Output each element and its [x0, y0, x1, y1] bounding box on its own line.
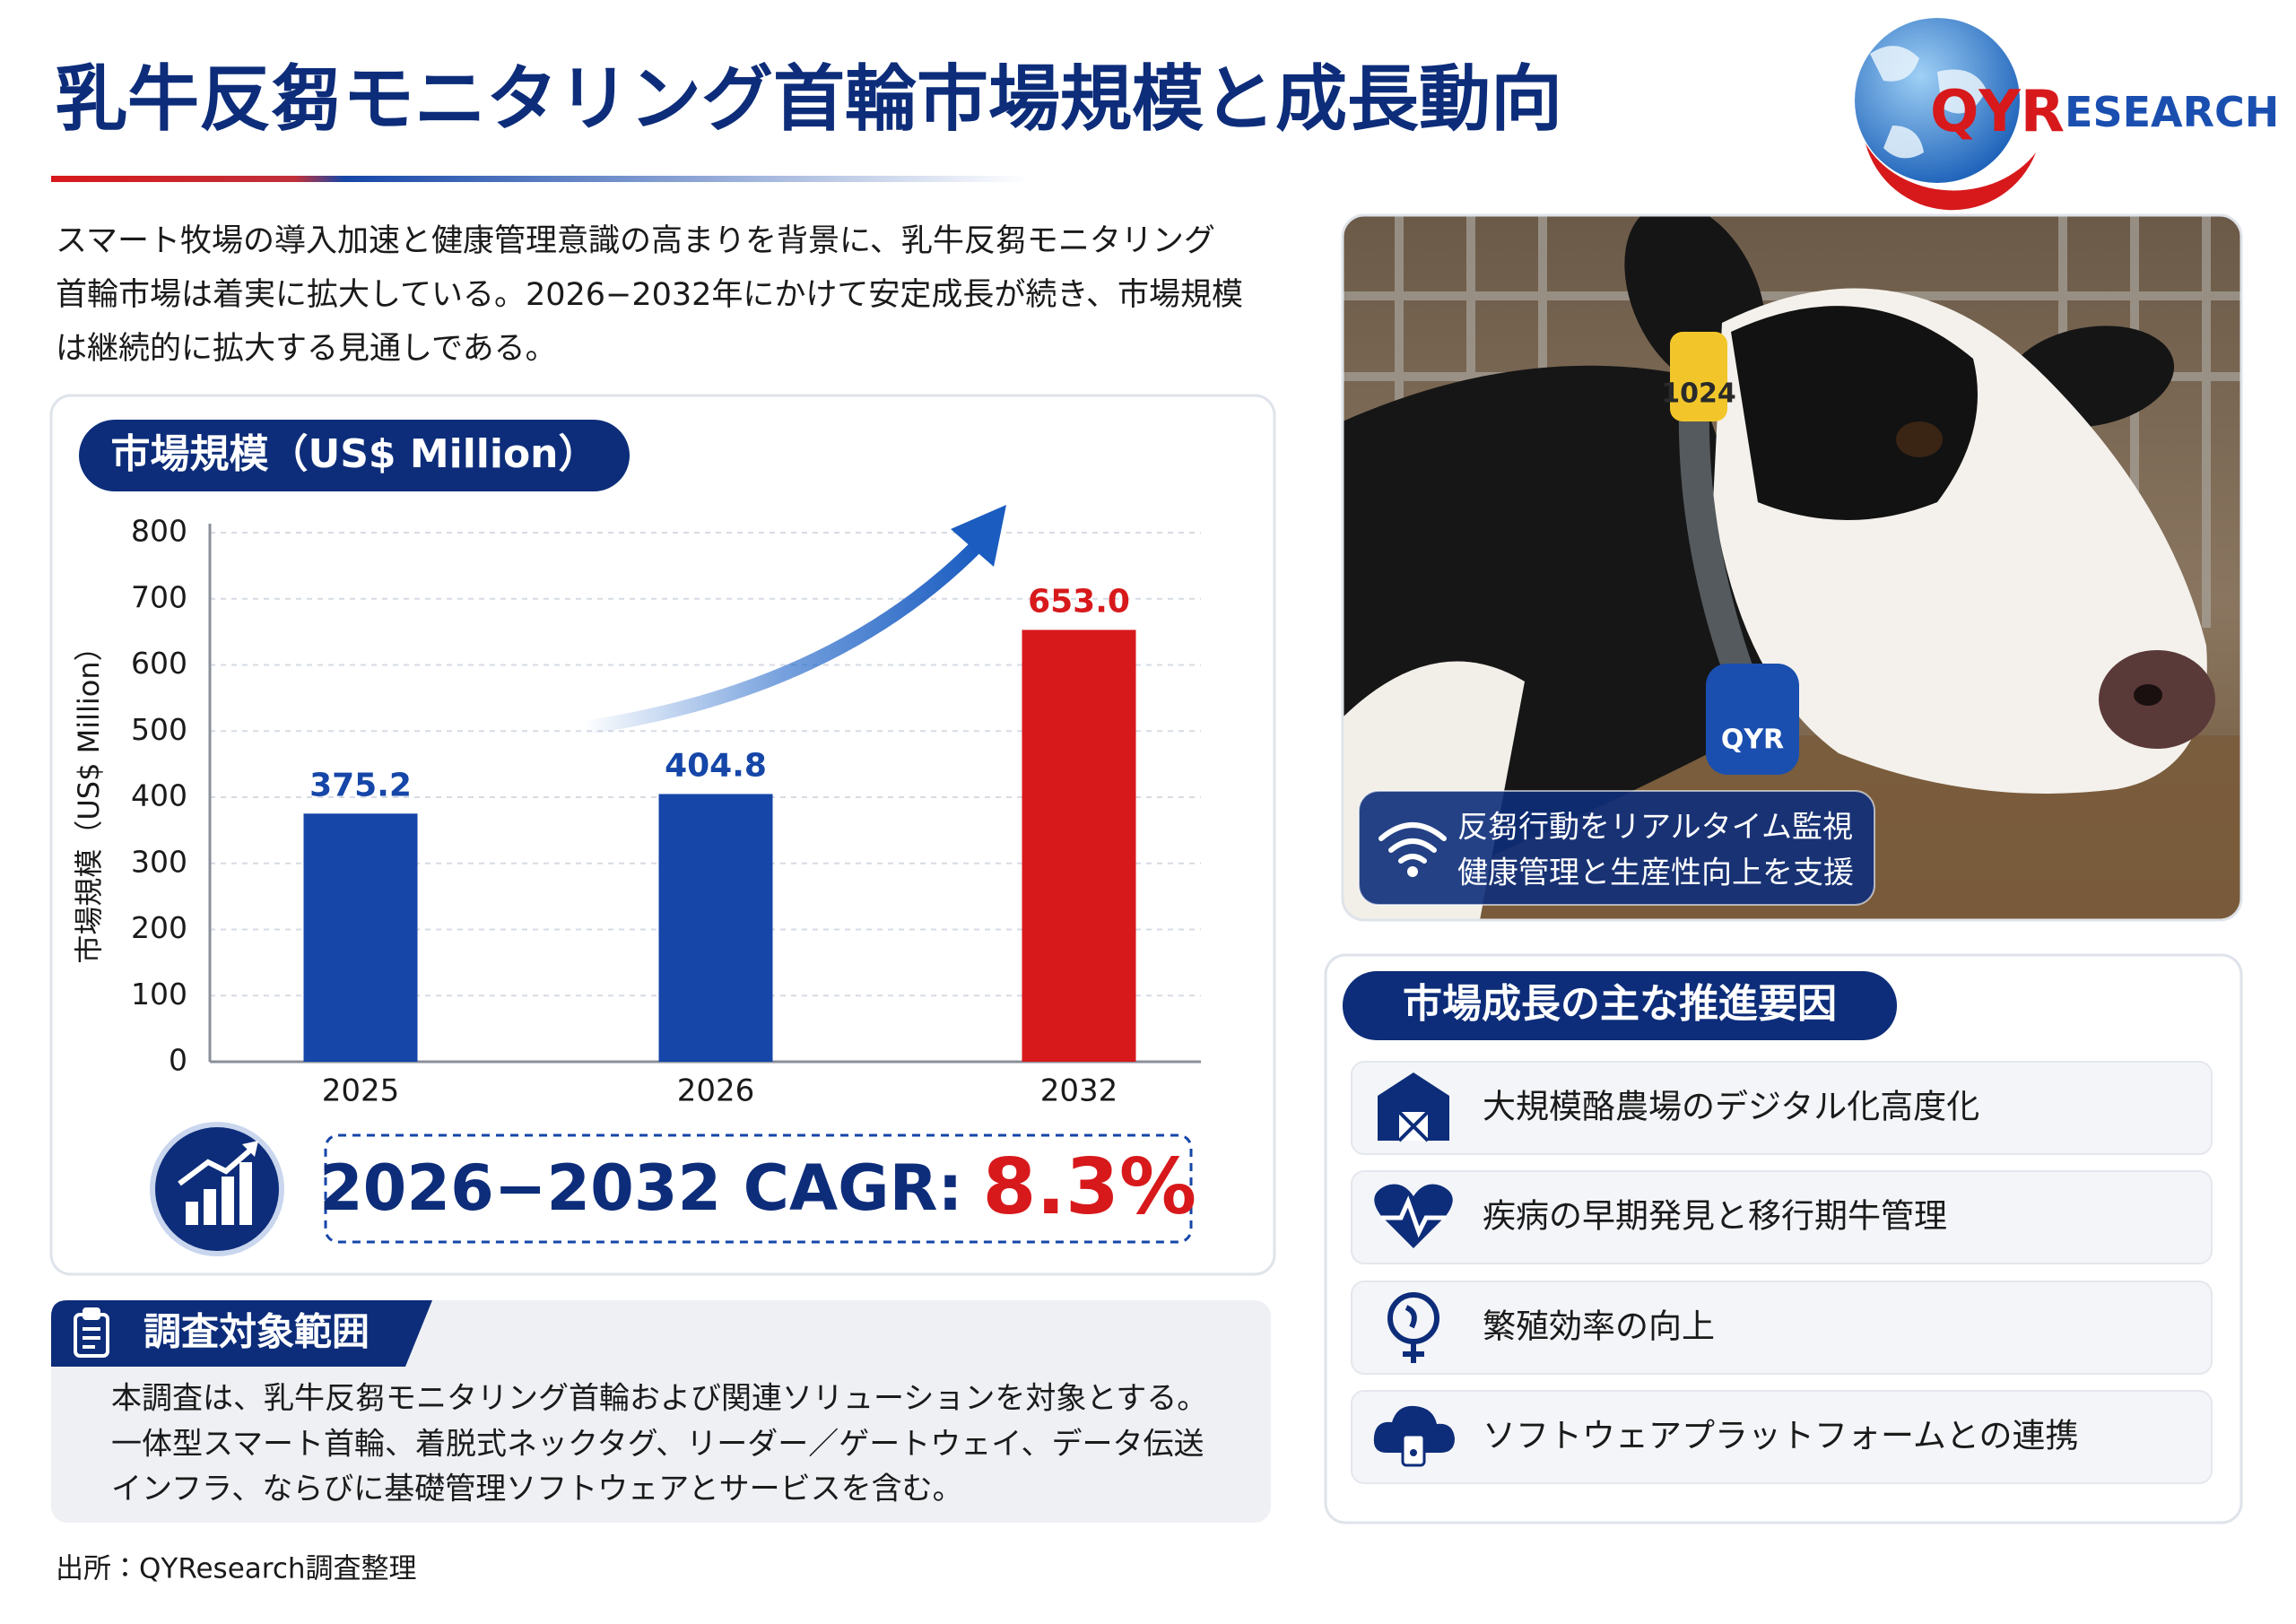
y-tick-label: 200: [131, 910, 187, 945]
y-tick-label: 400: [131, 778, 187, 813]
value-label: 653.0: [1028, 583, 1130, 620]
bar-chart: 0 100 200 300 400 500 600 700 800 2025 375.2 2026 40…: [131, 514, 1201, 1109]
driver-list: 大規模酪農場のデジタル化高度化 疾病の早期発見と移行期牛管理 繁殖効率の向上 ソ…: [1351, 1061, 2213, 1484]
y-tick-label: 500: [131, 712, 187, 747]
scope-line: 本調査は、乳牛反芻モニタリング首輪および関連ソリューションを対象とする。: [111, 1381, 1207, 1417]
value-label: 375.2: [309, 767, 412, 803]
y-tick-label: 100: [131, 977, 187, 1012]
pulse-line: [1381, 1195, 1446, 1238]
y-tick-label: 300: [131, 844, 187, 879]
intro-line: は継続的に拡大する見通しである。: [56, 331, 557, 367]
y-axis-title: 市場規模（US$ Million）: [72, 632, 106, 963]
y-tick-label: 0: [169, 1043, 187, 1078]
bar: [303, 813, 418, 1062]
photo-caption-box: [1358, 790, 1875, 906]
logo: QYRESEARCH: [1855, 18, 2279, 211]
cagr-text: 2026−2032 CAGR: 8.3%: [319, 1142, 1196, 1232]
scope-title: 調査対象範囲: [144, 1310, 370, 1354]
x-tick-label: 2032: [1040, 1073, 1118, 1109]
value-label: 404.8: [665, 747, 767, 784]
photo-caption: 反芻行動をリアルタイム監視: [1457, 810, 1853, 846]
intro-line: スマート牧場の導入加速と健康管理意識の高まりを背景に、乳牛反芻モニタリング: [56, 223, 1215, 259]
source: 出所：QYResearch調査整理: [56, 1553, 417, 1585]
scope-body: 本調査は、乳牛反芻モニタリング首輪および関連ソリューションを対象とする。 一体型…: [111, 1381, 1207, 1507]
wifi-icon: [1378, 822, 1447, 864]
device-text: QYR: [1721, 725, 1784, 756]
chart-title: 市場規模（US$ Million）: [110, 431, 597, 477]
intro-line: 首輪市場は着実に拡大している。2026−2032年にかけて安定成長が続き、市場規…: [56, 277, 1243, 313]
barn-icon: [1378, 1073, 1449, 1142]
cagr-icon-bars: [178, 1141, 258, 1225]
ear-tag-text: 1024: [1661, 378, 1736, 410]
logo-text: QYRESEARCH: [1930, 79, 2279, 145]
drivers-title-pill: [1343, 971, 1897, 1040]
driver-text: 大規模酪農場のデジタル化高度化: [1483, 1088, 1979, 1126]
driver-row: [1351, 1061, 2213, 1155]
y-tick-label: 700: [131, 579, 187, 614]
cagr-label: 2026−2032 CAGR:: [319, 1151, 963, 1225]
bar: [658, 794, 773, 1062]
logo-swoosh: [1866, 143, 2036, 211]
cagr-icon: [150, 1122, 284, 1256]
logo-mark: QYR: [1930, 79, 2065, 145]
photo-caption: 健康管理と生産性向上を支援: [1457, 855, 1854, 891]
x-tick-label: 2026: [677, 1073, 755, 1109]
logo-rest: ESEARCH: [2065, 88, 2279, 136]
driver-row: [1351, 1390, 2213, 1484]
driver-text: 疾病の早期発見と移行期牛管理: [1483, 1197, 1947, 1236]
y-tick-label: 800: [131, 514, 187, 549]
fertility-icon: [1387, 1292, 1439, 1363]
cagr-value: 8.3%: [983, 1142, 1197, 1232]
title-rule: [51, 176, 1029, 182]
driver-text: 繁殖効率の向上: [1483, 1307, 1715, 1346]
scope-icon: [74, 1307, 109, 1358]
photo-frame: [1341, 213, 2243, 922]
page-title: 乳牛反芻モニタリング首輪市場規模と成長動向: [56, 57, 1562, 141]
cow-photo: 1024 QYR: [1343, 215, 2241, 920]
wifi-dot: [1407, 866, 1418, 877]
growth-arrow: [576, 538, 985, 735]
driver-row: [1351, 1281, 2213, 1375]
driver-row: [1351, 1170, 2213, 1264]
intro: スマート牧場の導入加速と健康管理意識の高まりを背景に、乳牛反芻モニタリング 首輪…: [56, 223, 1243, 367]
y-tick-label: 600: [131, 646, 187, 681]
cagr-box: [324, 1133, 1193, 1244]
driver-text: ソフトウェアプラットフォームとの連携: [1483, 1417, 2079, 1455]
x-tick-label: 2025: [322, 1073, 400, 1109]
growth-arrowhead: [951, 505, 1006, 567]
bar: [1022, 630, 1136, 1062]
chart-title-pill: [79, 420, 630, 491]
drivers-title: 市場成長の主な推進要因: [1403, 981, 1837, 1027]
scope-line: 一体型スマート首輪、着脱式ネックタグ、リーダー／ゲートウェイ、データ伝送: [111, 1427, 1205, 1463]
scope-tab: [51, 1300, 432, 1367]
scope-line: インフラ、ならびに基礎管理ソフトウェアとサービスを含む。: [111, 1472, 963, 1507]
logo-land: [1870, 46, 1987, 159]
cloud-icon: [1373, 1405, 1455, 1467]
